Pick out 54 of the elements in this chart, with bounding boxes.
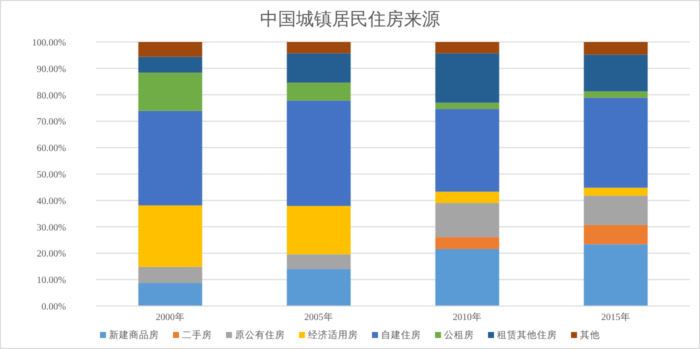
bar xyxy=(138,42,202,57)
y-tick-label: 40.00% xyxy=(36,196,66,207)
y-tick-label: 70.00% xyxy=(36,118,66,128)
y-tick-label: 80.00% xyxy=(36,91,66,102)
legend-label: 自建住房 xyxy=(381,329,421,341)
bar xyxy=(435,102,500,110)
y-tick-label: 20.00% xyxy=(36,250,66,260)
y-tick-label: 90.00% xyxy=(36,64,66,75)
bar xyxy=(286,269,351,306)
bar xyxy=(138,266,202,284)
bar xyxy=(286,42,351,54)
bar xyxy=(138,205,202,267)
bar xyxy=(435,203,500,238)
y-tick-label: 100.00% xyxy=(32,38,66,48)
x-tick-label: 2015年 xyxy=(601,311,630,323)
bar xyxy=(286,82,351,101)
y-tick-label: 10.00% xyxy=(36,276,66,286)
bar xyxy=(584,188,648,196)
bar xyxy=(435,248,500,306)
bar xyxy=(584,98,648,188)
chart-title: 中国城镇居民住房来源 xyxy=(260,9,440,29)
x-tick-label: 2005年 xyxy=(304,311,334,323)
y-tick-label: 0.00% xyxy=(41,302,66,312)
bar xyxy=(584,196,648,225)
y-tick-label: 50.00% xyxy=(36,170,66,180)
bar xyxy=(286,53,351,83)
x-tick-label: 2010年 xyxy=(452,311,482,323)
bar xyxy=(138,283,202,306)
legend-label: 公租房 xyxy=(444,329,474,341)
x-tick-label: 2000年 xyxy=(156,311,185,323)
bar xyxy=(286,254,351,270)
bar xyxy=(584,244,648,306)
bar xyxy=(138,72,202,111)
legend-label: 其他 xyxy=(580,329,600,341)
bar xyxy=(286,100,351,206)
bar xyxy=(584,91,648,98)
legend-label: 租赁其他住房 xyxy=(497,329,557,341)
bar xyxy=(435,109,500,192)
y-tick-label: 30.00% xyxy=(36,223,66,234)
bar xyxy=(138,110,202,206)
bar xyxy=(584,42,648,55)
y-tick-label: 60.00% xyxy=(36,144,66,154)
legend-label: 经济适用房 xyxy=(308,329,358,341)
bar xyxy=(435,237,500,249)
bar xyxy=(286,206,351,254)
bar xyxy=(138,56,202,73)
bar xyxy=(435,42,500,54)
bar xyxy=(584,54,648,92)
legend-label: 新建商品房 xyxy=(109,329,159,341)
bar xyxy=(435,53,500,103)
legend-label: 二手房 xyxy=(182,329,212,341)
bar xyxy=(584,224,648,244)
legend-label: 原公有住房 xyxy=(235,329,285,341)
bar xyxy=(435,192,500,204)
